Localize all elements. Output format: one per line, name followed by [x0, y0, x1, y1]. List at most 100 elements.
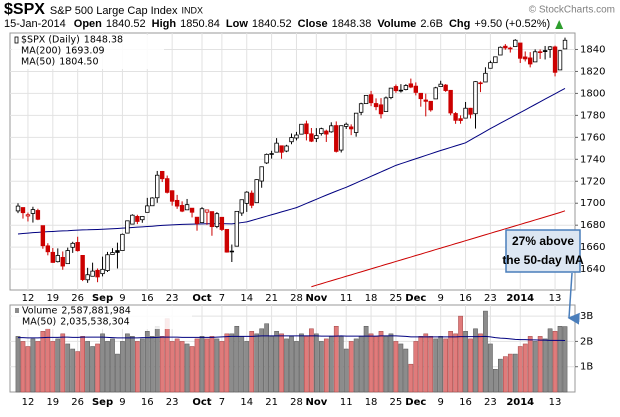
legend-label: MA(50)	[21, 57, 55, 68]
candle-body	[314, 135, 319, 139]
volume-bar	[149, 336, 155, 393]
candle-body	[55, 255, 60, 263]
volume-bar	[234, 325, 240, 393]
legend-label: MA(50)	[22, 317, 56, 328]
candle-body	[299, 123, 304, 135]
volume-bar	[413, 341, 419, 393]
candle-body	[219, 216, 225, 230]
legend-label: $SPX (Daily)	[21, 35, 80, 46]
x-tick-label: 18	[365, 293, 378, 304]
candle-body	[239, 199, 244, 214]
candle-body	[120, 233, 125, 251]
volume-bar	[144, 331, 150, 393]
candle-body	[498, 46, 503, 56]
volume-bar	[348, 341, 354, 393]
candle-body	[105, 254, 110, 271]
quote-row: 15-Jan-2014 Open 1840.52 High 1850.84 Low 1840…	[4, 18, 564, 30]
candle-body	[438, 83, 443, 87]
chart-subtitle: S&P 500 Large Cap Index	[50, 5, 178, 17]
volume-bar	[294, 341, 299, 393]
candle-body	[25, 214, 31, 217]
candle-body	[155, 174, 160, 199]
candle-body	[428, 100, 433, 111]
x-tick-label: 9	[119, 397, 125, 408]
exchange: INDX	[182, 5, 204, 15]
volume-bar	[75, 351, 81, 393]
candle-body	[552, 46, 558, 73]
volume-bar	[483, 310, 488, 393]
legend-box	[12, 306, 192, 329]
ma-line	[18, 335, 566, 342]
volume-bar	[537, 336, 543, 393]
legend: $SPX (Daily) 1848.38 MA(200) 1693.09 MA(50) 1…	[12, 35, 164, 69]
y-tick-label: 3B	[580, 311, 593, 322]
x-tick-label: Oct	[192, 397, 211, 408]
volume-bar	[463, 331, 468, 393]
x-tick-label: 2014	[506, 397, 534, 408]
y-tick-label: 1780	[580, 110, 605, 121]
volume-panel: 1B 2B 3B 12 19 26 Sep 9 16 23 Oct 7 14 21 28 Nov 11 18 25 D…	[9, 304, 593, 408]
candle-body	[324, 130, 329, 135]
ma-line	[17, 88, 566, 235]
x-tick-label: 21	[265, 397, 278, 408]
volume-bar	[517, 346, 523, 393]
candle-body	[90, 270, 95, 277]
volume-bar	[120, 341, 125, 393]
candle-body	[75, 242, 80, 252]
volume-bar	[249, 331, 255, 393]
volume-bar	[134, 341, 140, 393]
candle-body	[229, 250, 235, 253]
legend-icon	[14, 36, 19, 44]
candle-body	[85, 274, 90, 281]
candle-body	[334, 125, 339, 152]
x-tick-label: 18	[365, 397, 378, 408]
volume-bar	[204, 338, 210, 393]
volume-bar	[507, 353, 513, 393]
x-tick-label: 7	[219, 293, 225, 304]
candle-body	[453, 113, 458, 121]
candle-body	[418, 92, 423, 100]
candle-body	[493, 56, 498, 64]
quote-low: 1840.52	[252, 18, 292, 30]
source: © StockCharts.com	[529, 5, 615, 16]
candle-body	[348, 126, 354, 130]
candle-body	[373, 103, 379, 108]
volume-bar	[55, 338, 61, 393]
candle-body	[174, 199, 180, 207]
candle-body	[199, 208, 205, 223]
candle-body	[135, 216, 140, 222]
volume-bar	[323, 338, 329, 393]
candle-body	[204, 209, 210, 213]
volume-bar	[398, 343, 404, 393]
candle-body	[403, 85, 409, 90]
up-arrow-icon	[555, 20, 564, 29]
volume-bar	[408, 363, 414, 393]
candle-body	[562, 39, 568, 50]
y-tick-label: 1760	[580, 132, 605, 143]
candle-body	[542, 50, 548, 52]
candle-body	[214, 213, 220, 227]
quote-low-label: Low	[226, 18, 248, 30]
volume-bar	[418, 336, 424, 393]
volume-bar	[493, 368, 498, 393]
candle-body	[508, 47, 513, 50]
volume-bar	[259, 328, 265, 393]
volume-bar	[468, 338, 473, 393]
volume-bar	[512, 353, 518, 393]
x-tick-label: Nov	[305, 397, 327, 408]
candle-body	[179, 205, 185, 212]
volume-bar	[473, 328, 478, 393]
candle-body	[488, 62, 493, 69]
x-tick-label: 16	[141, 397, 154, 408]
volume-bar	[85, 341, 90, 393]
quote-date: 15-Jan-2014	[4, 18, 66, 30]
volume-bar	[60, 333, 66, 393]
volume-bar	[373, 336, 379, 393]
x-tick-label: 19	[46, 293, 59, 304]
annotation-text: 27% above	[512, 234, 574, 248]
volume-bar	[199, 336, 205, 393]
volume-bar	[169, 341, 175, 393]
volume-bar	[184, 343, 190, 393]
quote-volume-label: Volume	[377, 18, 416, 30]
ma-line	[311, 210, 566, 288]
